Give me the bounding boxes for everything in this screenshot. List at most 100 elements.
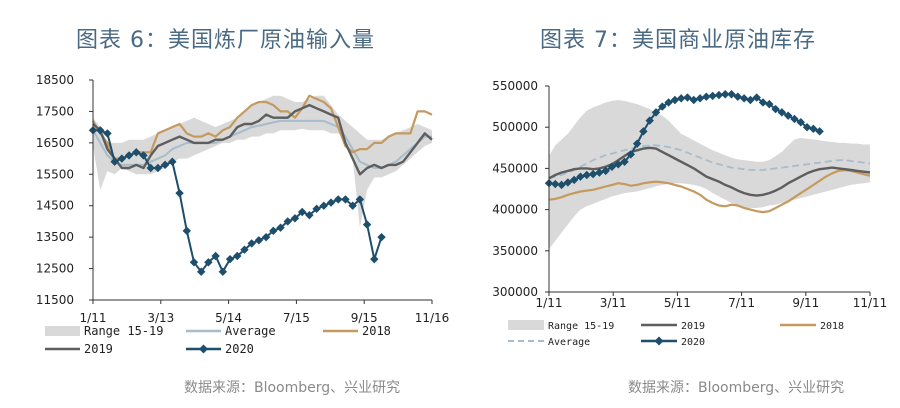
series-2020-point bbox=[218, 267, 228, 276]
series-2020-point bbox=[247, 239, 256, 248]
series-2020-point bbox=[341, 195, 350, 204]
legend-label: 2019 bbox=[681, 321, 705, 332]
series-2020-point bbox=[733, 92, 743, 101]
series-2020-point bbox=[139, 151, 148, 160]
x-tick-label: 5/14 bbox=[215, 311, 242, 325]
chart-source: 数据来源：Bloomberg、兴业研究 bbox=[628, 380, 845, 396]
x-tick-label: 1/11 bbox=[536, 296, 563, 310]
series-2020-point bbox=[796, 118, 805, 127]
x-tick-label: 9/11 bbox=[792, 296, 819, 310]
y-tick-label: 550000 bbox=[492, 79, 538, 93]
series-2020-point bbox=[261, 232, 271, 242]
series-2020-point bbox=[211, 251, 220, 261]
series-2020-point bbox=[196, 267, 206, 276]
series-2020-point bbox=[645, 116, 654, 125]
series-2020-point bbox=[110, 157, 119, 166]
y-tick-label: 17500 bbox=[36, 104, 74, 118]
series-2020-point bbox=[777, 108, 787, 117]
series-2020-point bbox=[783, 111, 793, 120]
y-tick-label: 18500 bbox=[36, 73, 74, 87]
series-2020-point bbox=[225, 254, 235, 264]
x-tick-label: 9/15 bbox=[351, 311, 378, 325]
chart-panel-refinery-input: 图表 6：美国炼厂原油输入量 11500 12500 13500 14500 15500… bbox=[36, 28, 449, 396]
series-2020-point bbox=[758, 98, 768, 107]
y-tick-label: 15500 bbox=[36, 167, 74, 181]
chart-title: 图表 7：美国商业原油库存 bbox=[540, 28, 816, 53]
series-2020-point bbox=[305, 210, 314, 220]
series-2020-point bbox=[689, 95, 698, 105]
y-tick-label: 14500 bbox=[36, 199, 74, 213]
series-2020-point bbox=[670, 95, 680, 105]
series-2020-point bbox=[326, 198, 336, 207]
x-tick-label: 5/11 bbox=[664, 296, 691, 310]
plot-area: 300000 350000 400000 450000 500000 550000 1/11… bbox=[492, 79, 887, 348]
series-average bbox=[92, 119, 432, 169]
series-2020-point bbox=[146, 163, 155, 173]
legend-label: 2020 bbox=[225, 342, 254, 356]
series-2020-point bbox=[576, 172, 585, 181]
series-2020-point bbox=[739, 94, 749, 103]
y-tick-label: 300000 bbox=[492, 285, 538, 299]
series-2020-point bbox=[132, 148, 141, 157]
series-2020-point bbox=[103, 129, 112, 138]
series-2020-point bbox=[683, 93, 692, 102]
series-2020-point bbox=[607, 162, 617, 171]
x-tick-label: 3/11 bbox=[600, 296, 627, 310]
x-tick-label: 3/13 bbox=[147, 311, 174, 325]
series-2020-point bbox=[702, 92, 711, 101]
series-2020-point bbox=[790, 114, 799, 124]
y-tick-label: 11500 bbox=[36, 293, 74, 307]
y-tick-label: 450000 bbox=[492, 161, 538, 175]
series-2020-point bbox=[557, 180, 566, 190]
series-2020-point bbox=[614, 160, 623, 169]
series-2020-point bbox=[355, 195, 365, 204]
series-2020-point bbox=[746, 95, 755, 105]
y-tick-label: 500000 bbox=[492, 120, 538, 134]
series-range-band bbox=[93, 95, 432, 228]
legend-swatch bbox=[508, 320, 544, 330]
series-2020-point bbox=[319, 201, 329, 210]
series-2020-point bbox=[297, 207, 307, 217]
series-2020-point bbox=[588, 169, 598, 179]
series-2020-point bbox=[276, 223, 285, 232]
crude-inventory-chart: 300000 350000 400000 450000 500000 550000 1/11… bbox=[492, 79, 887, 348]
series-2020-point bbox=[312, 204, 321, 214]
series-2020-point bbox=[117, 154, 127, 163]
series-2020-point bbox=[283, 217, 292, 226]
series-2020-point bbox=[639, 127, 648, 136]
series-2020-point bbox=[160, 160, 170, 170]
series-2018 bbox=[92, 94, 433, 160]
series-2020-point bbox=[290, 214, 300, 223]
legend-label: Average bbox=[225, 324, 276, 338]
series-2020-point bbox=[334, 195, 343, 204]
series-2020-point bbox=[269, 226, 278, 236]
series-2020-point bbox=[765, 99, 774, 109]
series-2020-point bbox=[620, 157, 629, 167]
series-2020-point bbox=[658, 102, 667, 111]
series-2020-point bbox=[377, 232, 386, 242]
legend-label: 2019 bbox=[84, 342, 113, 356]
x-tick-label: 11/11 bbox=[853, 296, 888, 310]
x-tick-label: 11/16 bbox=[415, 311, 450, 325]
series-2020-point bbox=[551, 179, 560, 189]
x-tick-label: 7/11 bbox=[728, 296, 755, 310]
legend-label: 2018 bbox=[362, 324, 391, 338]
refinery-input-chart: 11500 12500 13500 14500 15500 16500 17500 18500… bbox=[36, 73, 449, 356]
series-average bbox=[548, 144, 871, 180]
plot-area: 11500 12500 13500 14500 15500 16500 17500 18500… bbox=[36, 73, 449, 356]
series-2019 bbox=[92, 103, 433, 176]
series-2020-point bbox=[153, 163, 163, 173]
series-2020-point bbox=[362, 220, 372, 229]
series-range-band bbox=[549, 100, 870, 250]
legend-marker bbox=[199, 344, 208, 354]
legend-swatch bbox=[45, 326, 80, 336]
legend-label: Range 15-19 bbox=[548, 321, 614, 332]
series-2020-point bbox=[727, 90, 736, 99]
y-tick-label: 13500 bbox=[36, 230, 74, 244]
series-2020-point bbox=[182, 226, 191, 236]
series-2020-point bbox=[204, 258, 213, 267]
legend-label: Average bbox=[548, 337, 590, 348]
y-tick-label: 350000 bbox=[492, 244, 538, 258]
series-2020-point bbox=[124, 151, 134, 160]
legend-label: 2018 bbox=[820, 321, 844, 332]
